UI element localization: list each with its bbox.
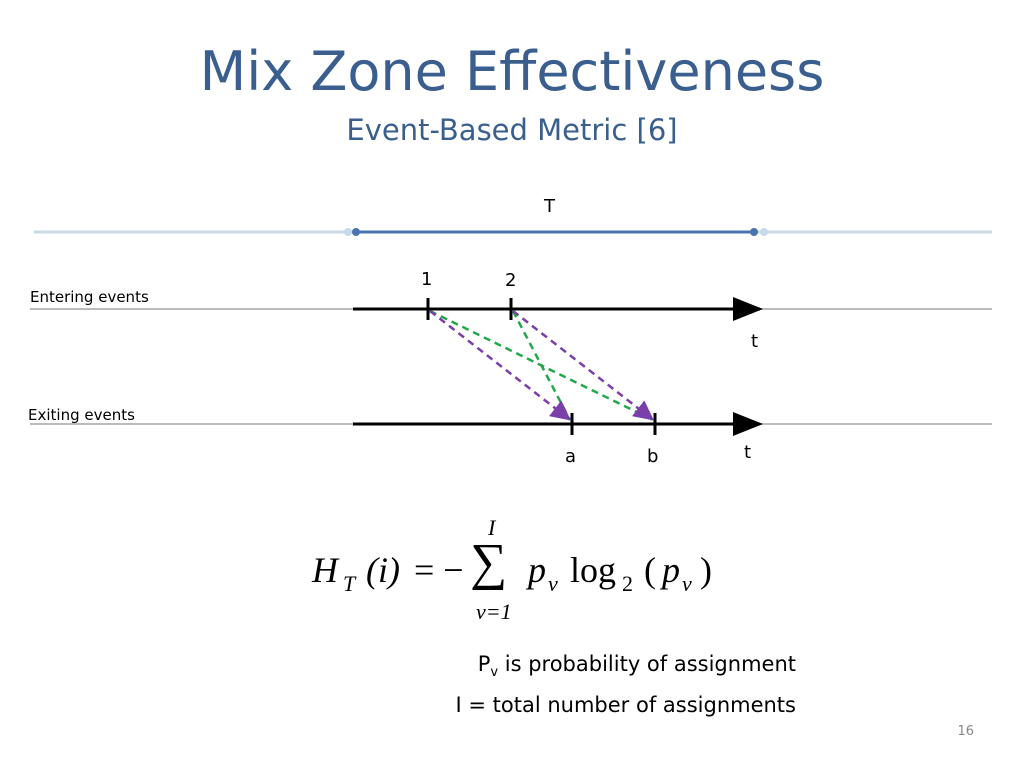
formula-H-subscript: T (343, 571, 356, 596)
slide-subtitle: Event-Based Metric [6] (346, 113, 678, 147)
period-start-dot (352, 228, 360, 236)
exiting-time-axis-label: t (744, 442, 752, 463)
entering-events-label: Entering events (30, 288, 149, 306)
period-label: T (544, 196, 555, 217)
formula-p-argument-subscript: v (682, 571, 692, 596)
mapping-2-to-a-green (511, 310, 572, 421)
note-total-assignments: I = total number of assignments (455, 693, 796, 718)
exiting-events-label: Exiting events (28, 406, 135, 424)
enter-event-1-label: 1 (421, 269, 433, 290)
formula-open-paren: ( (644, 550, 656, 590)
formula-p: p (528, 550, 546, 590)
formula-sum-upper-limit: I (488, 515, 496, 540)
mapping-1-to-a-purple (429, 310, 571, 421)
formula-sum-symbol: ∑ (470, 534, 508, 591)
formula-notes: Pv is probability of assignment I = tota… (456, 648, 796, 722)
note-probability: Pv is probability of assignment (456, 648, 796, 689)
formula-log: log (570, 550, 617, 590)
exit-event-b-label: b (647, 446, 659, 467)
note-p-subscript: v (490, 665, 499, 681)
note-p: P (477, 652, 491, 676)
formula-lhs-argument: (i) (366, 550, 400, 590)
formula-H: H (312, 550, 338, 590)
formula-p-subscript: v (548, 571, 558, 596)
formula-equals-minus: = − (414, 550, 464, 590)
formula-sum-lower-limit: v=1 (476, 599, 512, 624)
period-end-dot (750, 228, 758, 236)
mapping-2-to-b-purple (512, 310, 654, 421)
entering-time-axis-label: t (751, 331, 759, 352)
formula-p-argument: p (662, 550, 680, 590)
exit-event-a-label: a (565, 446, 577, 467)
entropy-formula: H T (i) = − I ∑ v=1 p v log 2 ( p v ) (300, 515, 740, 625)
period-start-marker (344, 228, 352, 236)
formula-close-paren: ) (700, 550, 712, 590)
note-probability-text: is probability of assignment (498, 652, 796, 676)
period-end-marker (760, 228, 768, 236)
formula-log-base: 2 (622, 571, 633, 596)
page-number: 16 (957, 724, 974, 739)
slide-title: Mix Zone Effectiveness (199, 40, 825, 103)
enter-event-2-label: 2 (505, 270, 517, 291)
